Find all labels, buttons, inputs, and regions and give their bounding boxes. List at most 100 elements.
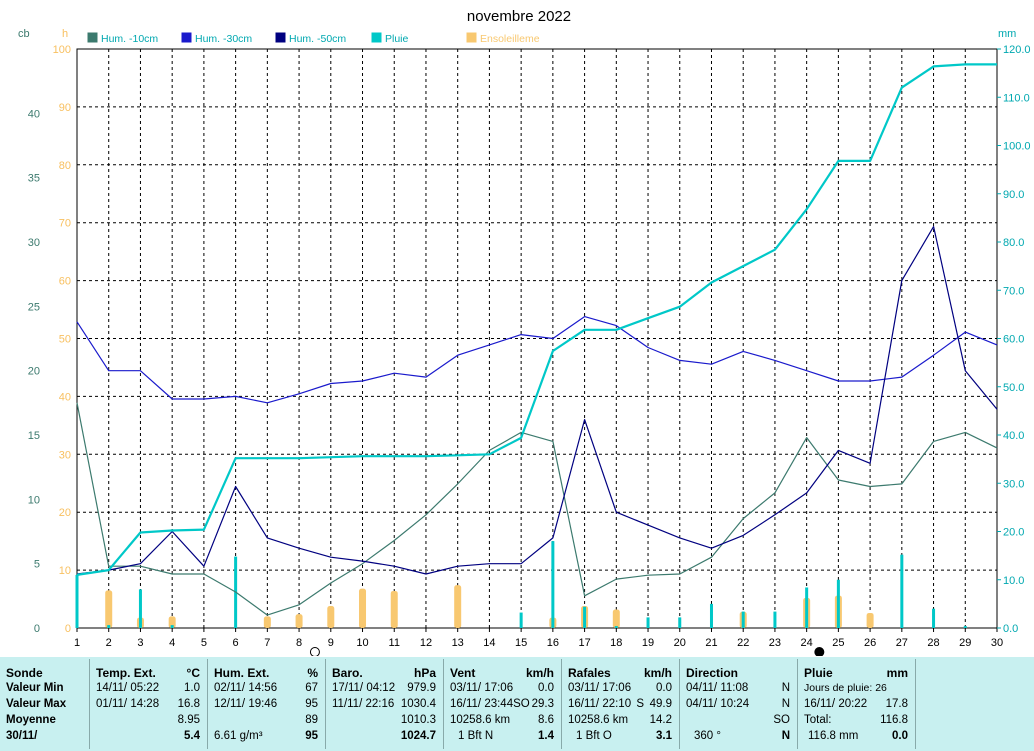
x-tick-label: 4 [169,637,175,649]
direction-max-value: N [781,698,790,710]
legend-swatch [87,32,98,43]
series-line-hum-50cm [76,226,998,575]
x-tick-label: 12 [420,637,432,649]
panel-direction: Direction 04/11/ 11:08 N 04/11/ 10:24 N SO… [680,657,796,751]
h-tick-label: 0 [65,623,71,635]
cb-tick-label: 40 [28,108,40,120]
pluie-max-time: 16/11/ 20:22 [804,698,868,710]
axes: 1 2 3 4 5 6 7 8 9 10 11 12 13 14 15 16 17 18 19 20 21 22 23 24 2… [18,28,1031,656]
panel-sonde: Sonde Valeur Min Valeur Max Moyenne 30/1… [0,657,88,751]
legend-swatch [181,32,192,43]
mm-tick-label: 90.0 [1003,189,1024,201]
temp-unit: °C [186,666,200,680]
legend-label: Ensoleilleme [480,33,540,45]
temp-header: Temp. Ext. [96,666,156,680]
vent-avg-value: 8.6 [538,714,554,726]
rain-bar [519,612,523,628]
pluie-header: Pluie [804,666,833,680]
x-tick-label: 5 [201,637,207,649]
sun-bar [105,590,113,628]
rafales-max-time: 16/11/ 22:10 [568,698,632,710]
h-tick-label: 60 [59,276,71,288]
cb-tick-label: 20 [28,366,40,378]
vent-beaufort: 1 Bft N [458,730,494,742]
rafales-unit: km/h [643,666,672,680]
cb-tick-label: 35 [28,173,40,185]
x-tick-label: 15 [515,637,527,649]
mm-tick-label: 40.0 [1003,430,1024,442]
pluie-total-value: 116.8 [880,714,908,726]
direction-min-time: 04/11/ 11:08 [686,682,749,694]
cb-tick-label: 25 [28,301,40,313]
full-moon-icon [309,647,320,656]
row-label-current: 30/11/ [6,730,38,742]
rafales-header: Rafales [568,666,611,680]
rain-bar [678,617,682,628]
pluie-current-value: 0.0 [892,730,908,742]
vent-header: Vent [450,666,476,680]
series-line-hum-30cm [76,316,998,404]
legend-label: Pluie [385,33,409,45]
rain-bar [646,617,650,628]
h-axis-label: h [62,28,68,40]
series-line-hum-10cm [76,402,998,616]
mm-tick-label: 30.0 [1003,478,1024,490]
direction-header: Direction [686,666,739,680]
sun-bar [168,616,176,628]
x-tick-label: 2 [106,637,112,649]
sun-bar [295,614,303,628]
rain-bar [583,606,587,628]
rain-bar [551,541,555,628]
plot-area [76,48,998,629]
hum-max-time: 12/11/ 19:46 [214,698,278,710]
mm-tick-label: 110.0 [1003,92,1030,104]
chart: novembre 2022 Hum. -10cm Hum. -30cm Hum. -… [18,8,1031,656]
x-tick-label: 6 [233,637,239,649]
vent-distance: 10258.6 km [450,714,511,726]
baro-max-value: 1030.4 [400,698,436,710]
mm-tick-label: 10.0 [1003,575,1024,587]
legend-label: Hum. -30cm [195,33,252,45]
rain-bar [614,626,618,628]
mm-tick-label: 70.0 [1003,285,1024,297]
cb-tick-label: 15 [28,430,40,442]
pluie-jours: Jours de pluie: 26 [804,682,887,694]
vent-current-value: 1.4 [538,730,554,742]
rafales-max-value: 49.9 [649,698,672,710]
panel-vent: Vent km/h 03/11/ 17:06 0.0 16/11/ 23:44SO 2… [444,657,560,751]
x-tick-label: 26 [864,637,876,649]
x-tick-label: 20 [674,637,686,649]
vent-max-value: 29.3 [531,698,554,710]
x-tick-label: 8 [296,637,302,649]
hum-min-value: 67 [305,682,318,694]
baro-unit: hPa [413,666,436,680]
x-tick-label: 18 [610,637,622,649]
direction-min-value: N [781,682,790,694]
h-tick-label: 90 [59,102,71,114]
baro-header: Baro. [332,666,363,680]
chart-title: novembre 2022 [467,8,571,25]
h-tick-label: 40 [59,391,71,403]
rafales-current-value: 3.1 [656,730,672,742]
direction-degrees: 360 ° [694,730,721,742]
rafales-min-time: 03/11/ 17:06 [568,682,632,694]
x-tick-label: 30 [991,637,1003,649]
sonde-header: Sonde [6,666,43,680]
legend: Hum. -10cm Hum. -30cm Hum. -50cm Pluie Ensol… [87,32,540,45]
x-tick-label: 27 [896,637,908,649]
x-tick-label: 24 [801,637,813,649]
mm-tick-label: 50.0 [1003,382,1024,394]
mm-tick-label: 20.0 [1003,527,1024,539]
pluie-cumul: 116.8 mm [808,730,859,742]
vent-min-value: 0.0 [538,682,554,694]
legend-swatch [275,32,286,43]
legend-label: Hum. -50cm [289,33,346,45]
cb-tick-label: 5 [34,559,40,571]
rafales-beaufort: 1 Bft O [576,730,612,742]
rain-bar [75,574,79,628]
vent-max-time: 16/11/ 23:44SO [450,698,530,710]
x-tick-label: 9 [328,637,334,649]
cb-tick-label: 10 [28,494,40,506]
x-tick-label: 3 [137,637,143,649]
baro-min-value: 979.9 [407,682,436,694]
